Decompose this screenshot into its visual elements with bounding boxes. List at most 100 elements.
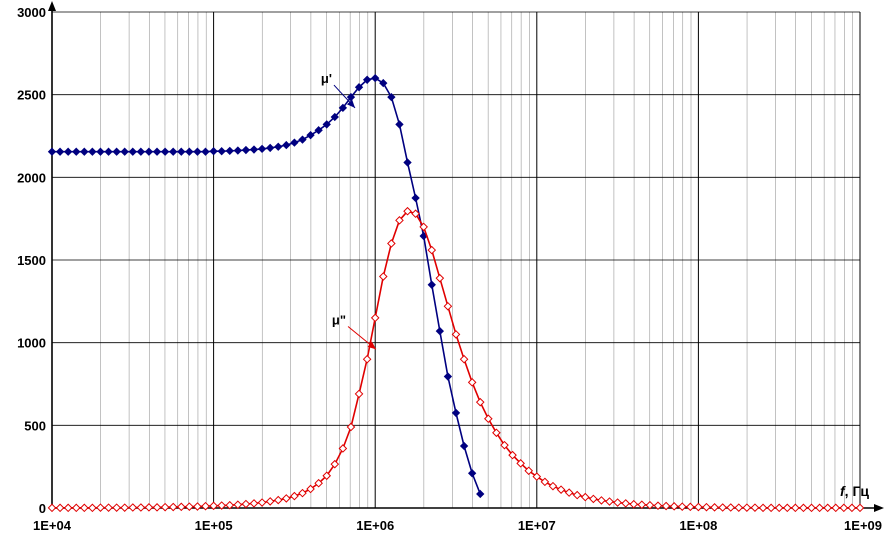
- data-point: [467, 378, 477, 387]
- data-point: [653, 501, 663, 510]
- data-point: [152, 147, 162, 156]
- data-point: [185, 147, 194, 156]
- x-tick-label: 1E+06: [356, 518, 394, 533]
- data-point: [750, 503, 760, 512]
- data-point: [831, 503, 841, 513]
- x-tick-label: 1E+09: [844, 518, 882, 533]
- data-point: [370, 313, 380, 323]
- data-point: [580, 492, 590, 502]
- data-point: [47, 147, 57, 156]
- data-point: [815, 503, 824, 513]
- data-point: [807, 503, 816, 513]
- data-point: [694, 502, 703, 512]
- data-point: [314, 478, 323, 488]
- data-point: [322, 471, 332, 481]
- data-point: [169, 147, 178, 156]
- data-point: [354, 83, 364, 92]
- annotation-arrowhead: [367, 341, 376, 350]
- data-point: [193, 502, 202, 511]
- data-point: [282, 494, 291, 503]
- series-mu-prime: [47, 73, 485, 499]
- data-point: [136, 147, 146, 156]
- data-point: [669, 502, 679, 511]
- data-point: [330, 459, 340, 469]
- data-point: [338, 444, 348, 453]
- data-point: [330, 112, 339, 122]
- data-point: [306, 484, 315, 494]
- data-point: [548, 481, 558, 491]
- data-point: [492, 428, 501, 438]
- series-label: μ": [332, 312, 346, 327]
- data-point: [298, 135, 307, 144]
- data-point: [209, 501, 218, 511]
- data-point: [298, 488, 307, 498]
- data-point: [459, 354, 469, 364]
- data-point: [451, 408, 461, 418]
- data-point: [855, 503, 865, 513]
- data-point: [273, 495, 283, 505]
- data-point: [290, 138, 299, 147]
- series-layer: [47, 73, 865, 513]
- data-point: [314, 126, 323, 135]
- data-point: [104, 147, 113, 156]
- data-point: [839, 503, 849, 513]
- y-tick-label: 3000: [17, 5, 46, 20]
- x-tick-label: 1E+08: [679, 518, 717, 533]
- data-point: [742, 503, 752, 512]
- data-point: [160, 147, 170, 156]
- data-point: [233, 146, 243, 155]
- data-point: [193, 147, 202, 156]
- major-grid: [51, 11, 861, 509]
- data-point: [411, 209, 420, 219]
- y-tick-label: 0: [39, 501, 46, 516]
- data-point: [378, 272, 388, 281]
- x-axis-arrowhead: [874, 504, 884, 512]
- data-point: [677, 502, 687, 511]
- data-point: [306, 131, 315, 140]
- data-point: [379, 78, 388, 88]
- x-tick-label: 1E+05: [195, 518, 233, 533]
- data-point: [128, 147, 137, 156]
- series-line: [52, 210, 860, 509]
- data-point: [451, 330, 461, 339]
- data-point: [249, 145, 259, 154]
- data-point: [799, 503, 808, 513]
- data-point: [266, 143, 275, 153]
- data-point: [435, 273, 445, 283]
- data-point: [564, 488, 574, 497]
- data-point: [55, 503, 65, 513]
- data-point: [475, 397, 485, 407]
- data-point: [403, 158, 412, 167]
- data-point: [766, 503, 776, 513]
- y-tick-label: 2500: [17, 88, 46, 103]
- data-point: [160, 502, 170, 512]
- data-point: [710, 503, 719, 512]
- data-point: [112, 147, 121, 156]
- data-point: [112, 503, 121, 512]
- series-annotations: μ' μ": [321, 71, 377, 350]
- x-axis-unit-label: f, Гц: [840, 483, 869, 499]
- x-tick-label: 1E+04: [33, 518, 72, 533]
- data-point: [104, 503, 113, 512]
- data-point: [346, 422, 356, 432]
- data-point: [443, 372, 453, 381]
- data-point: [354, 389, 364, 399]
- data-point: [144, 503, 154, 512]
- data-point: [225, 500, 235, 510]
- data-point: [419, 222, 428, 232]
- data-point: [387, 92, 396, 102]
- data-point: [758, 503, 768, 513]
- data-point: [782, 503, 792, 513]
- data-point: [201, 501, 210, 511]
- data-point: [532, 472, 542, 481]
- data-point: [338, 103, 348, 113]
- data-point: [637, 500, 647, 510]
- data-point: [387, 239, 396, 248]
- data-point: [847, 503, 857, 513]
- data-point: [823, 503, 832, 513]
- data-point: [403, 206, 412, 216]
- data-point: [427, 280, 436, 289]
- data-point: [136, 503, 146, 512]
- data-point: [249, 499, 259, 508]
- data-point: [144, 147, 154, 156]
